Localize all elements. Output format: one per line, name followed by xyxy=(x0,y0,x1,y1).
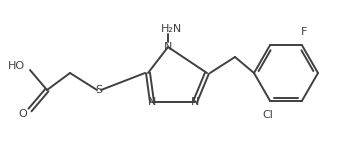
Text: HO: HO xyxy=(8,61,25,71)
Text: F: F xyxy=(301,27,307,37)
Text: Cl: Cl xyxy=(263,110,274,120)
Text: O: O xyxy=(18,109,27,119)
Text: N: N xyxy=(148,97,156,107)
Text: N: N xyxy=(164,42,172,52)
Text: N: N xyxy=(191,97,199,107)
Text: S: S xyxy=(95,85,103,95)
Text: H₂N: H₂N xyxy=(160,24,182,34)
